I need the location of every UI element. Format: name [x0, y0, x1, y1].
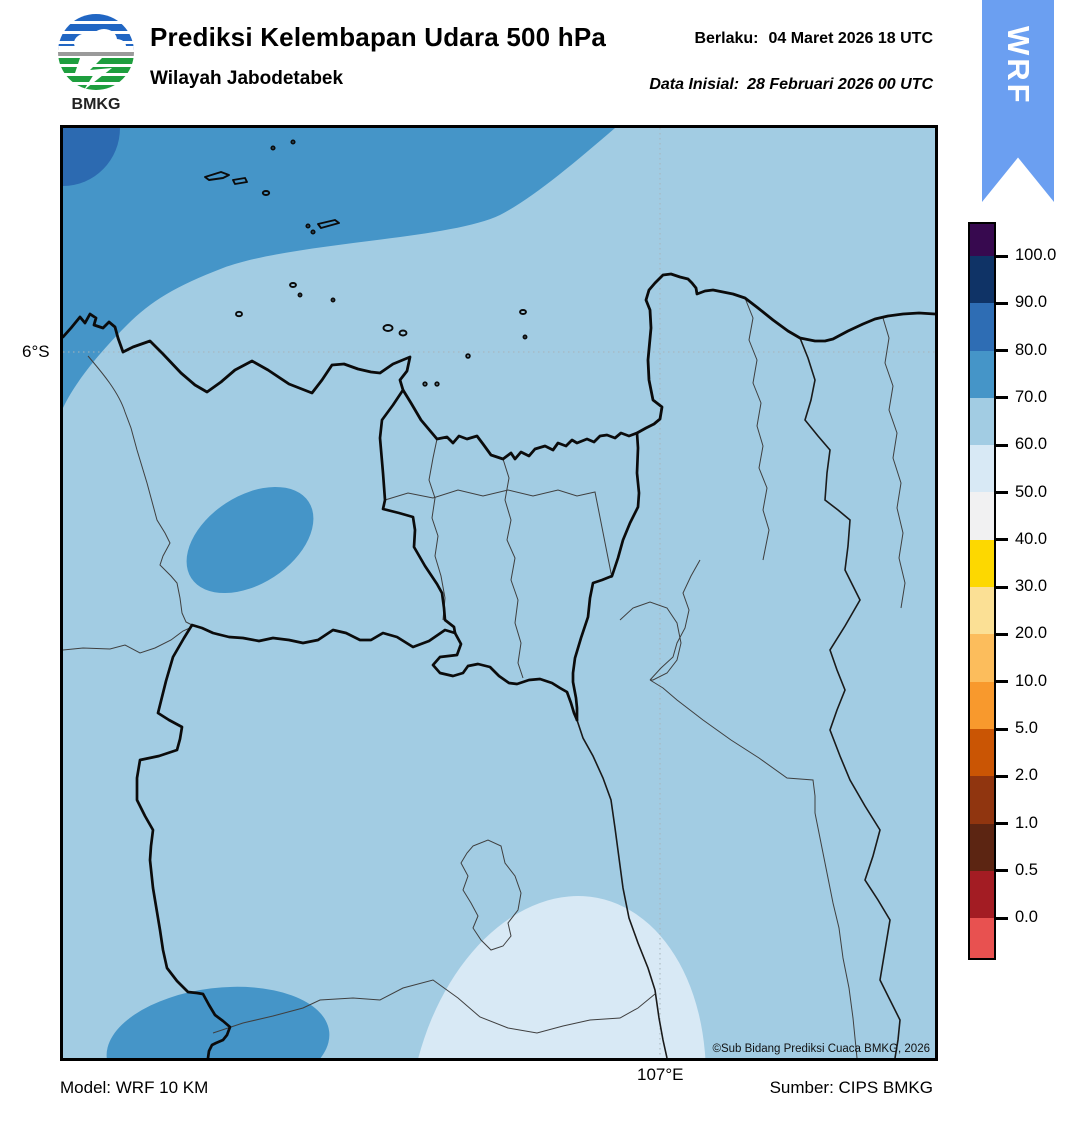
colorbar-tick — [996, 727, 1008, 731]
colorbar-segment — [970, 256, 994, 304]
colorbar-tick-label: 0.5 — [1015, 861, 1038, 880]
colorbar-segment — [970, 776, 994, 824]
model-label: Model: WRF 10 KM — [60, 1078, 209, 1097]
initial-time-label: Data Inisial: — [649, 76, 740, 93]
colorbar-tick — [996, 869, 1008, 873]
fill-70-80-ellipse — [186, 486, 314, 594]
colorbar-tick — [996, 396, 1008, 400]
islands — [204, 139, 528, 387]
colorbar-tick-label: 1.0 — [1015, 813, 1038, 832]
colorbar-segment — [970, 870, 994, 919]
colorbar-tick-label: 40.0 — [1015, 529, 1048, 548]
colorbar-tick — [996, 538, 1008, 542]
fill-50-60-south — [408, 896, 706, 1058]
bmkg-logo: BMKG — [50, 10, 142, 114]
colorbar-segment — [970, 492, 994, 540]
wrf-ribbon-label: WRF — [1001, 26, 1036, 106]
colorbar-segment — [970, 728, 994, 777]
colorbar-tick — [996, 301, 1008, 305]
colorbar-segment — [970, 634, 994, 682]
fill-80-90-corner — [63, 128, 120, 186]
colorbar: 100.0 90.0 80.0 70.0 60.0 50.0 40.0 30.0 20.0 10.… — [968, 222, 1081, 967]
colorbar-tick-label: 10.0 — [1015, 671, 1048, 690]
longitude-tick-label: 107°E — [637, 1065, 684, 1084]
wrf-ribbon-badge: WRF — [982, 0, 1054, 202]
page-title: Prediksi Kelembapan Udara 500 hPa — [150, 22, 607, 52]
fill-70-80-sea — [63, 128, 615, 408]
colorbar-segment — [970, 350, 994, 398]
coastline — [63, 272, 935, 461]
colorbar-segment — [970, 823, 994, 871]
valid-time-label: Berlaku: — [694, 30, 759, 47]
valid-time-line: Berlaku: 04 Maret 2026 18 UTC — [694, 30, 933, 48]
bmkg-logo-text: BMKG — [72, 96, 121, 113]
initial-time-line: Data Inisial: 28 Februari 2026 00 UTC — [649, 76, 933, 94]
colorbar-tick-label: 2.0 — [1015, 766, 1038, 785]
map-copyright: ©Sub Bidang Prediksi Cuaca BMKG, 2026 — [712, 1043, 930, 1055]
colorbar-segment — [970, 224, 994, 256]
bmkg-logo-icon: BMKG — [58, 14, 134, 113]
colorbar-segments — [968, 222, 996, 961]
colorbar-tick-label: 5.0 — [1015, 719, 1038, 738]
colorbar-segment — [970, 397, 994, 446]
colorbar-segment — [970, 681, 994, 729]
colorbar-tick-label: 20.0 — [1015, 624, 1048, 643]
colorbar-segment — [970, 539, 994, 588]
colorbar-tick-label: 60.0 — [1015, 435, 1048, 454]
humidity-map — [63, 128, 935, 1058]
colorbar-tick — [996, 680, 1008, 684]
colorbar-segment — [970, 587, 994, 635]
fill-60-70-base — [63, 128, 935, 1058]
latitude-tick-label: 6°S — [22, 342, 50, 361]
colorbar-segment — [970, 445, 994, 493]
colorbar-segment — [970, 918, 994, 959]
colorbar-tick-label: 50.0 — [1015, 482, 1048, 501]
regency-boundaries — [576, 337, 901, 1058]
colorbar-tick-label: 80.0 — [1015, 340, 1048, 359]
page-subtitle: Wilayah Jabodetabek — [150, 68, 344, 89]
colorbar-tick — [996, 254, 1008, 258]
colorbar-tick — [996, 349, 1008, 353]
colorbar-tick — [996, 491, 1008, 494]
initial-time-value: 28 Februari 2026 00 UTC — [747, 76, 933, 93]
colorbar-tick-label: 90.0 — [1015, 293, 1048, 312]
colorbar-tick — [996, 774, 1008, 778]
map-canvas: ©Sub Bidang Prediksi Cuaca BMKG, 2026 — [60, 125, 938, 1061]
province-boundaries — [135, 388, 641, 1058]
colorbar-tick-label: 100.0 — [1015, 246, 1057, 265]
colorbar-segment — [970, 303, 994, 351]
colorbar-tick — [996, 916, 1008, 920]
valid-time-value: 04 Maret 2026 18 UTC — [768, 30, 933, 47]
colorbar-tick — [996, 443, 1008, 447]
colorbar-tick-label: 0.0 — [1015, 908, 1038, 927]
colorbar-tick — [996, 822, 1008, 826]
colorbar-tick — [996, 632, 1008, 636]
colorbar-tick-label: 70.0 — [1015, 388, 1048, 407]
colorbar-tick-label: 30.0 — [1015, 577, 1048, 596]
colorbar-tick — [996, 585, 1008, 589]
source-label: Sumber: CIPS BMKG — [769, 1078, 933, 1097]
district-boundaries — [63, 297, 906, 1058]
